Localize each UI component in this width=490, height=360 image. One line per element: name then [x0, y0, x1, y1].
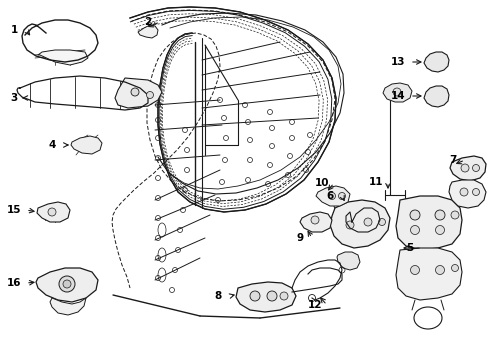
Polygon shape — [50, 298, 86, 315]
Circle shape — [411, 225, 419, 234]
Circle shape — [131, 88, 139, 96]
Circle shape — [378, 219, 386, 225]
Circle shape — [460, 188, 468, 196]
Circle shape — [311, 216, 319, 224]
Circle shape — [328, 193, 336, 199]
Polygon shape — [36, 268, 98, 302]
Text: 1: 1 — [10, 25, 18, 35]
Circle shape — [461, 164, 469, 172]
Polygon shape — [316, 186, 350, 206]
Polygon shape — [337, 252, 360, 270]
Circle shape — [411, 266, 419, 274]
Text: 9: 9 — [296, 233, 304, 243]
Circle shape — [250, 291, 260, 301]
Polygon shape — [236, 282, 296, 312]
Polygon shape — [71, 136, 102, 154]
Text: 6: 6 — [326, 191, 334, 201]
Polygon shape — [115, 78, 162, 108]
Circle shape — [339, 193, 345, 199]
Circle shape — [410, 210, 420, 220]
Circle shape — [472, 165, 480, 171]
Circle shape — [436, 225, 444, 234]
Text: 12: 12 — [308, 300, 322, 310]
Text: 4: 4 — [49, 140, 56, 150]
Polygon shape — [38, 50, 88, 65]
Circle shape — [267, 291, 277, 301]
Polygon shape — [37, 202, 70, 222]
Circle shape — [472, 189, 480, 195]
Text: 14: 14 — [391, 91, 405, 101]
Polygon shape — [396, 196, 462, 250]
Circle shape — [48, 208, 56, 216]
Circle shape — [147, 91, 153, 99]
Text: 2: 2 — [145, 17, 151, 27]
Polygon shape — [449, 180, 486, 208]
Circle shape — [364, 218, 372, 226]
Circle shape — [280, 292, 288, 300]
Polygon shape — [424, 52, 449, 72]
Text: 7: 7 — [449, 155, 457, 165]
Polygon shape — [424, 86, 449, 107]
Circle shape — [346, 221, 354, 229]
Text: 10: 10 — [315, 178, 329, 188]
Polygon shape — [396, 248, 462, 300]
Circle shape — [435, 210, 445, 220]
Polygon shape — [450, 156, 486, 181]
Text: 5: 5 — [406, 243, 414, 253]
Circle shape — [451, 265, 459, 271]
Polygon shape — [383, 83, 412, 102]
Polygon shape — [330, 200, 390, 248]
Circle shape — [451, 211, 459, 219]
Text: 3: 3 — [10, 93, 18, 103]
Text: 16: 16 — [7, 278, 21, 288]
Text: 11: 11 — [369, 177, 383, 187]
Circle shape — [59, 276, 75, 292]
Text: 15: 15 — [7, 205, 21, 215]
Text: 13: 13 — [391, 57, 405, 67]
Polygon shape — [300, 212, 332, 232]
Circle shape — [436, 266, 444, 274]
Text: 8: 8 — [215, 291, 221, 301]
Polygon shape — [138, 25, 158, 38]
Circle shape — [393, 88, 401, 96]
Circle shape — [63, 280, 71, 288]
